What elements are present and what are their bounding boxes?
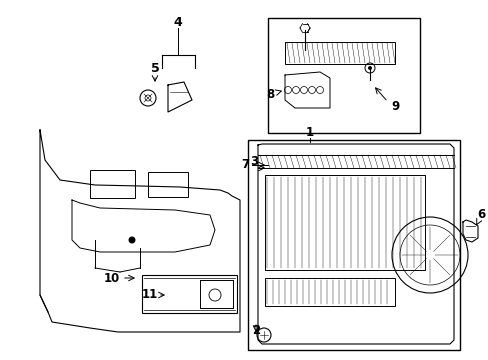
Text: 7: 7: [241, 158, 248, 171]
Circle shape: [367, 66, 371, 70]
Text: 10: 10: [103, 271, 120, 284]
Text: 8: 8: [265, 89, 274, 102]
Text: 3: 3: [249, 156, 258, 168]
Bar: [90, 170, 135, 198]
Bar: [267, 18, 419, 133]
Text: 11: 11: [142, 288, 158, 301]
Bar: [142, 275, 237, 313]
Bar: [148, 172, 187, 197]
Bar: [264, 278, 394, 306]
Bar: [264, 175, 424, 270]
Circle shape: [129, 237, 135, 243]
Text: 5: 5: [150, 62, 159, 75]
Text: 2: 2: [251, 324, 260, 337]
Bar: [247, 140, 459, 350]
Text: 9: 9: [390, 100, 398, 113]
Text: 4: 4: [173, 15, 182, 28]
Bar: [285, 42, 394, 64]
Text: 1: 1: [305, 126, 313, 139]
Text: 6: 6: [476, 208, 484, 221]
